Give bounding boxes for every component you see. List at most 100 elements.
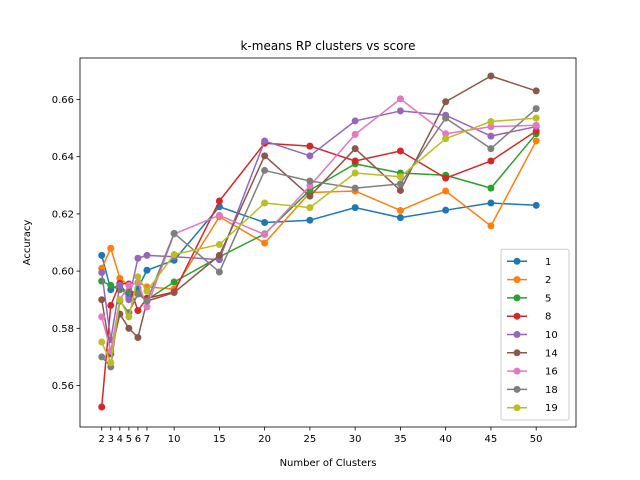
x-tick-label: 4 [117,434,123,445]
y-tick-label: 0.58 [52,324,74,335]
data-point-14-15 [215,251,223,259]
data-point-14-45 [487,72,495,80]
data-point-19-4 [116,296,124,304]
chart-title: k-means RP clusters vs score [240,39,415,53]
series-5 [98,130,540,304]
data-point-10-45 [487,132,495,140]
data-point-14-2 [98,296,106,304]
data-point-2-3 [107,244,115,252]
x-tick-label: 2 [99,434,105,445]
data-point-2-50 [532,137,540,145]
data-point-1-30 [351,204,359,212]
x-tick-label: 5 [126,434,132,445]
legend-item-19: 19 [507,403,558,414]
legend-swatch-marker [513,294,521,302]
y-tick-label: 0.64 [52,152,74,163]
series-10 [98,107,540,344]
data-point-10-20 [261,137,269,145]
data-point-19-5 [125,313,133,321]
data-point-1-50 [532,201,540,209]
legend-label: 19 [545,403,558,414]
y-axis-title: Accuracy [22,220,33,266]
data-point-10-5 [125,296,133,304]
x-tick-label: 7 [144,434,150,445]
y-axis: 0.56 0.58 0.60 0.62 0.64 0.66 [52,95,80,392]
x-tick-label: 45 [485,434,498,445]
legend-label: 1 [545,257,551,268]
data-point-18-10 [170,229,178,237]
data-point-8-2 [98,403,106,411]
plot-frame [79,57,577,428]
data-point-18-20 [261,166,269,174]
data-point-1-20 [261,218,269,226]
data-point-19-45 [487,118,495,126]
legend: 1 2 5 8 10 14 16 18 19 [500,248,570,421]
x-axis-title: Number of Clusters [280,458,377,469]
series-line-16 [100,98,537,352]
data-point-14-10 [170,289,178,297]
legend-swatch-marker [513,312,521,320]
data-point-18-40 [442,114,450,122]
data-point-8-40 [442,174,450,182]
legend-swatch-marker [513,276,521,284]
data-point-16-35 [396,95,404,103]
data-point-10-35 [396,107,404,115]
data-point-18-6 [134,290,142,298]
x-tick-label: 30 [349,434,362,445]
series-8 [98,127,540,411]
series-line-19 [101,117,537,364]
legend-label: 8 [545,312,551,323]
y-tick-label: 0.66 [52,95,74,106]
data-point-14-35 [396,186,404,194]
legend-item-1: 1 [507,257,551,268]
x-tick-label: 3 [108,434,114,445]
x-tick-label: 20 [258,434,271,445]
data-point-2-45 [487,222,495,230]
data-point-1-35 [396,214,404,222]
x-tick-label: 50 [530,434,543,445]
data-point-16-45 [487,123,495,131]
series-14 [98,72,540,358]
data-point-10-7 [143,251,151,259]
data-point-19-2 [98,338,106,346]
data-point-10-25 [306,152,314,160]
series-line-18 [101,108,537,368]
data-point-16-25 [306,182,314,190]
data-point-19-3 [107,359,115,367]
data-point-19-6 [134,273,142,281]
data-point-8-35 [396,147,404,155]
data-point-16-20 [261,230,269,238]
legend-item-14: 14 [507,348,558,359]
legend-label: 14 [545,348,558,359]
data-point-2-35 [396,206,404,214]
data-point-8-45 [487,157,495,165]
x-tick-label: 6 [135,434,141,445]
data-point-2-4 [116,274,124,282]
data-point-1-40 [442,206,450,214]
data-point-19-40 [442,135,450,143]
data-point-14-40 [442,98,450,106]
data-point-2-40 [442,187,450,195]
data-point-1-25 [306,216,314,224]
data-point-1-45 [487,199,495,207]
legend-swatch-marker [513,349,521,357]
data-point-19-30 [351,169,359,177]
data-point-8-25 [306,142,314,150]
legend-label: 10 [545,330,558,341]
data-point-16-5 [125,281,133,289]
x-tick-label: 40 [439,434,452,445]
data-point-19-10 [170,251,178,259]
data-point-14-5 [125,324,133,332]
data-point-19-20 [261,199,269,207]
data-point-5-2 [98,277,106,285]
data-point-5-3 [107,281,115,289]
data-point-10-2 [98,269,106,277]
data-point-14-20 [261,152,269,160]
x-tick-label: 15 [213,434,226,445]
data-point-8-3 [107,301,115,309]
data-point-10-6 [134,254,142,262]
legend-swatch-marker [513,257,521,265]
x-tick-label: 35 [394,434,407,445]
x-tick-label: 25 [304,434,317,445]
series-2 [98,137,540,293]
